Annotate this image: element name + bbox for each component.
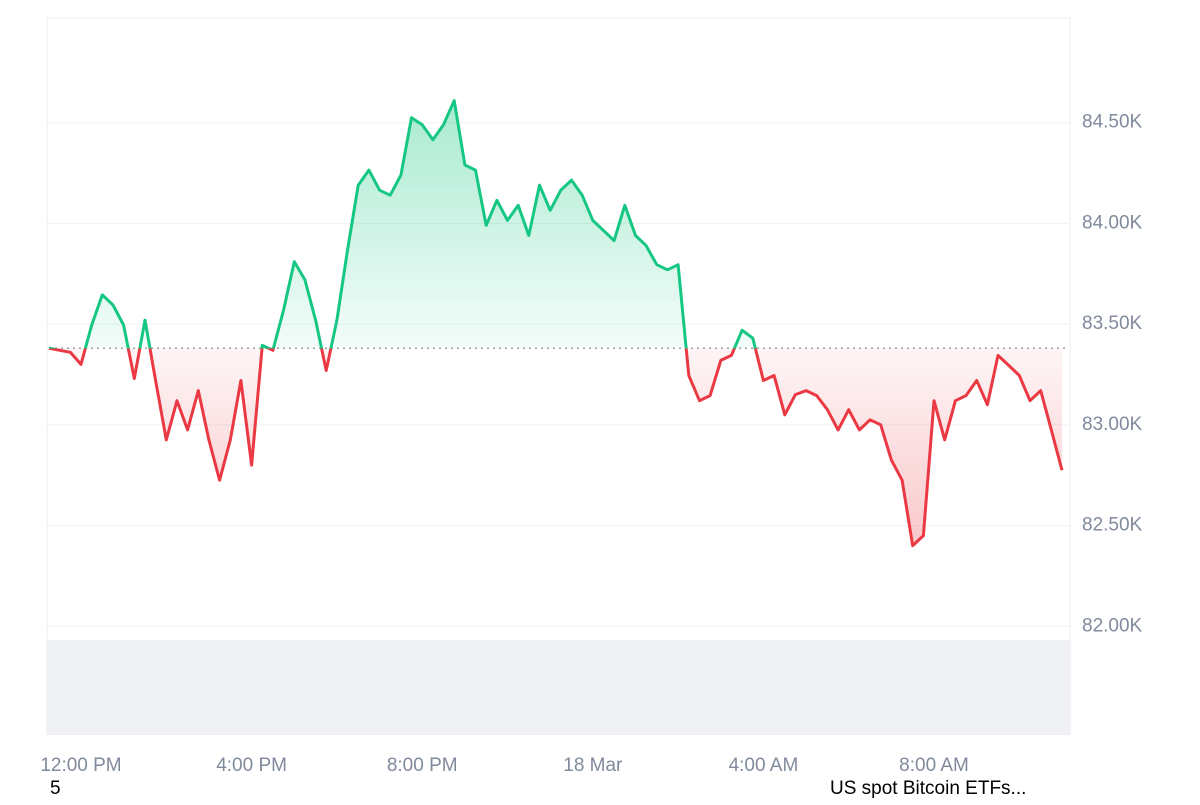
volume-area <box>47 640 1070 735</box>
x-tick-label: 4:00 AM <box>729 755 799 776</box>
y-tick-label: 83.50K <box>1082 313 1143 334</box>
x-tick-label: 18 Mar <box>563 755 623 776</box>
price-line <box>48 99 1064 548</box>
x-tick-label: 12:00 PM <box>40 755 121 776</box>
y-tick-label: 82.50K <box>1082 515 1143 536</box>
annotation: US spot Bitcoin ETFs... <box>830 778 1026 799</box>
y-tick-label: 82.00K <box>1082 615 1143 636</box>
annotation: 5 <box>50 778 61 799</box>
area-fill <box>49 100 1062 546</box>
y-tick-label: 84.50K <box>1082 112 1143 133</box>
x-tick-label: 8:00 AM <box>899 755 969 776</box>
y-tick-label: 84.00K <box>1082 212 1143 233</box>
x-tick-label: 8:00 PM <box>387 755 458 776</box>
y-tick-label: 83.00K <box>1082 414 1143 435</box>
x-tick-label: 4:00 PM <box>216 755 287 776</box>
